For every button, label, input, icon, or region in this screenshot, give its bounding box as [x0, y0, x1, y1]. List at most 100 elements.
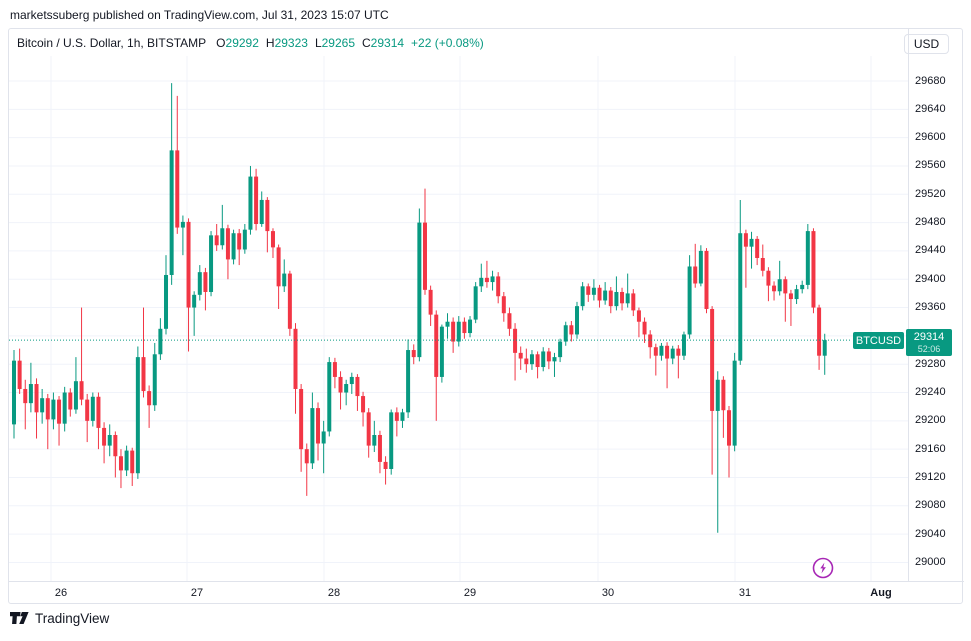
candle-body: [57, 399, 62, 424]
lightning-icon[interactable]: [812, 557, 834, 579]
candle-body: [51, 399, 56, 420]
candle-body: [507, 313, 512, 329]
price-tick: 29040: [915, 527, 946, 540]
candle-body: [270, 231, 275, 248]
candle-body: [422, 222, 427, 290]
candle-body: [124, 450, 129, 471]
candle-body: [192, 294, 197, 308]
candle-body: [316, 408, 321, 444]
candle-body: [715, 379, 720, 411]
candle-body: [40, 398, 45, 413]
candle-body: [490, 276, 495, 283]
candle-body: [755, 238, 760, 258]
candle-body: [73, 381, 78, 410]
candle-body: [254, 176, 259, 225]
candle-body: [383, 461, 388, 469]
symbol-title[interactable]: Bitcoin / U.S. Dollar, 1h, BITSTAMP: [17, 35, 207, 50]
candle-body: [625, 293, 630, 304]
candle-body: [451, 321, 456, 342]
price-tick: 29560: [915, 159, 946, 172]
candle-body: [501, 296, 506, 314]
price-tick: 29360: [915, 301, 946, 314]
candle-body: [693, 266, 698, 284]
candle-body: [749, 238, 754, 247]
candle-body: [608, 290, 613, 307]
ohlc-readout: O29292 H29323 L29265 C29314: [216, 36, 404, 50]
candle-body: [225, 228, 230, 260]
candle-body: [445, 321, 450, 327]
candle-body: [575, 306, 579, 335]
candle-body: [338, 376, 343, 393]
candle-body: [642, 321, 647, 335]
candle-body: [248, 176, 253, 230]
candle-body: [214, 235, 219, 246]
candle-body: [805, 231, 810, 285]
time-axis[interactable]: 26 27 28 29 30 31 Aug: [9, 581, 964, 605]
candle-body: [361, 396, 366, 413]
price-tick: 29240: [915, 386, 946, 399]
candle-body: [687, 266, 692, 335]
candle-body: [164, 274, 169, 329]
change-readout: +22 (+0.08%): [411, 35, 484, 50]
candle-body: [428, 289, 433, 315]
candle-body: [265, 199, 270, 232]
candle-body: [535, 354, 540, 368]
chart-canvas[interactable]: [9, 29, 964, 605]
candle-body: [524, 358, 529, 365]
candle-body: [34, 384, 39, 413]
price-axis[interactable]: 29680 29640 29600 29560 29520 29480 29440 29400…: [908, 29, 964, 581]
candle-body: [569, 325, 574, 335]
candle-body: [203, 272, 208, 292]
candle-body: [220, 228, 225, 246]
candle-body: [186, 221, 191, 308]
candle-body: [518, 352, 523, 359]
tradingview-logo[interactable]: TradingView: [10, 611, 109, 626]
candle-body: [259, 199, 264, 225]
candle-body: [777, 279, 782, 292]
candle-body: [299, 388, 304, 450]
time-tick: 29: [463, 587, 477, 599]
candle-body: [293, 328, 298, 389]
price-tick: 29400: [915, 272, 946, 285]
candle-body: [586, 286, 591, 295]
candle-body: [788, 293, 793, 300]
candle-body: [732, 360, 737, 446]
candle-body: [670, 348, 675, 359]
candle-body: [434, 314, 439, 377]
candle-body: [558, 341, 563, 358]
candle-body: [158, 328, 163, 355]
candle-body: [400, 412, 405, 421]
candle-body: [681, 334, 686, 356]
tradingview-mark: [10, 611, 29, 624]
candle-body: [411, 350, 416, 358]
candle-body: [169, 150, 174, 275]
candle-body: [310, 408, 315, 464]
candle-body: [800, 284, 805, 290]
candle-body: [580, 286, 585, 307]
bar-countdown: 52:06: [917, 344, 941, 354]
currency-button[interactable]: USD: [904, 34, 949, 54]
candle-body: [130, 450, 135, 474]
candle-body: [377, 435, 382, 462]
candle-body: [304, 449, 309, 464]
time-tick: 31: [738, 587, 752, 599]
candle-body: [327, 362, 332, 432]
time-tick: 27: [190, 587, 204, 599]
candle-body: [406, 350, 411, 413]
candle-body: [496, 276, 501, 297]
candle-body: [479, 277, 484, 287]
candle-body: [704, 250, 709, 309]
price-tick: 29440: [915, 244, 946, 257]
candle-body: [197, 272, 202, 295]
candle-body: [822, 340, 827, 356]
candle-body: [462, 321, 467, 334]
candle-body: [321, 431, 326, 444]
candle-body: [12, 360, 16, 425]
candle-body: [783, 279, 788, 294]
price-tick: 29000: [915, 555, 946, 568]
candle-body: [563, 325, 568, 342]
symbol-price-flag: BTCUSD: [853, 332, 904, 349]
candle-body: [107, 435, 112, 446]
time-tick: 26: [54, 587, 68, 599]
